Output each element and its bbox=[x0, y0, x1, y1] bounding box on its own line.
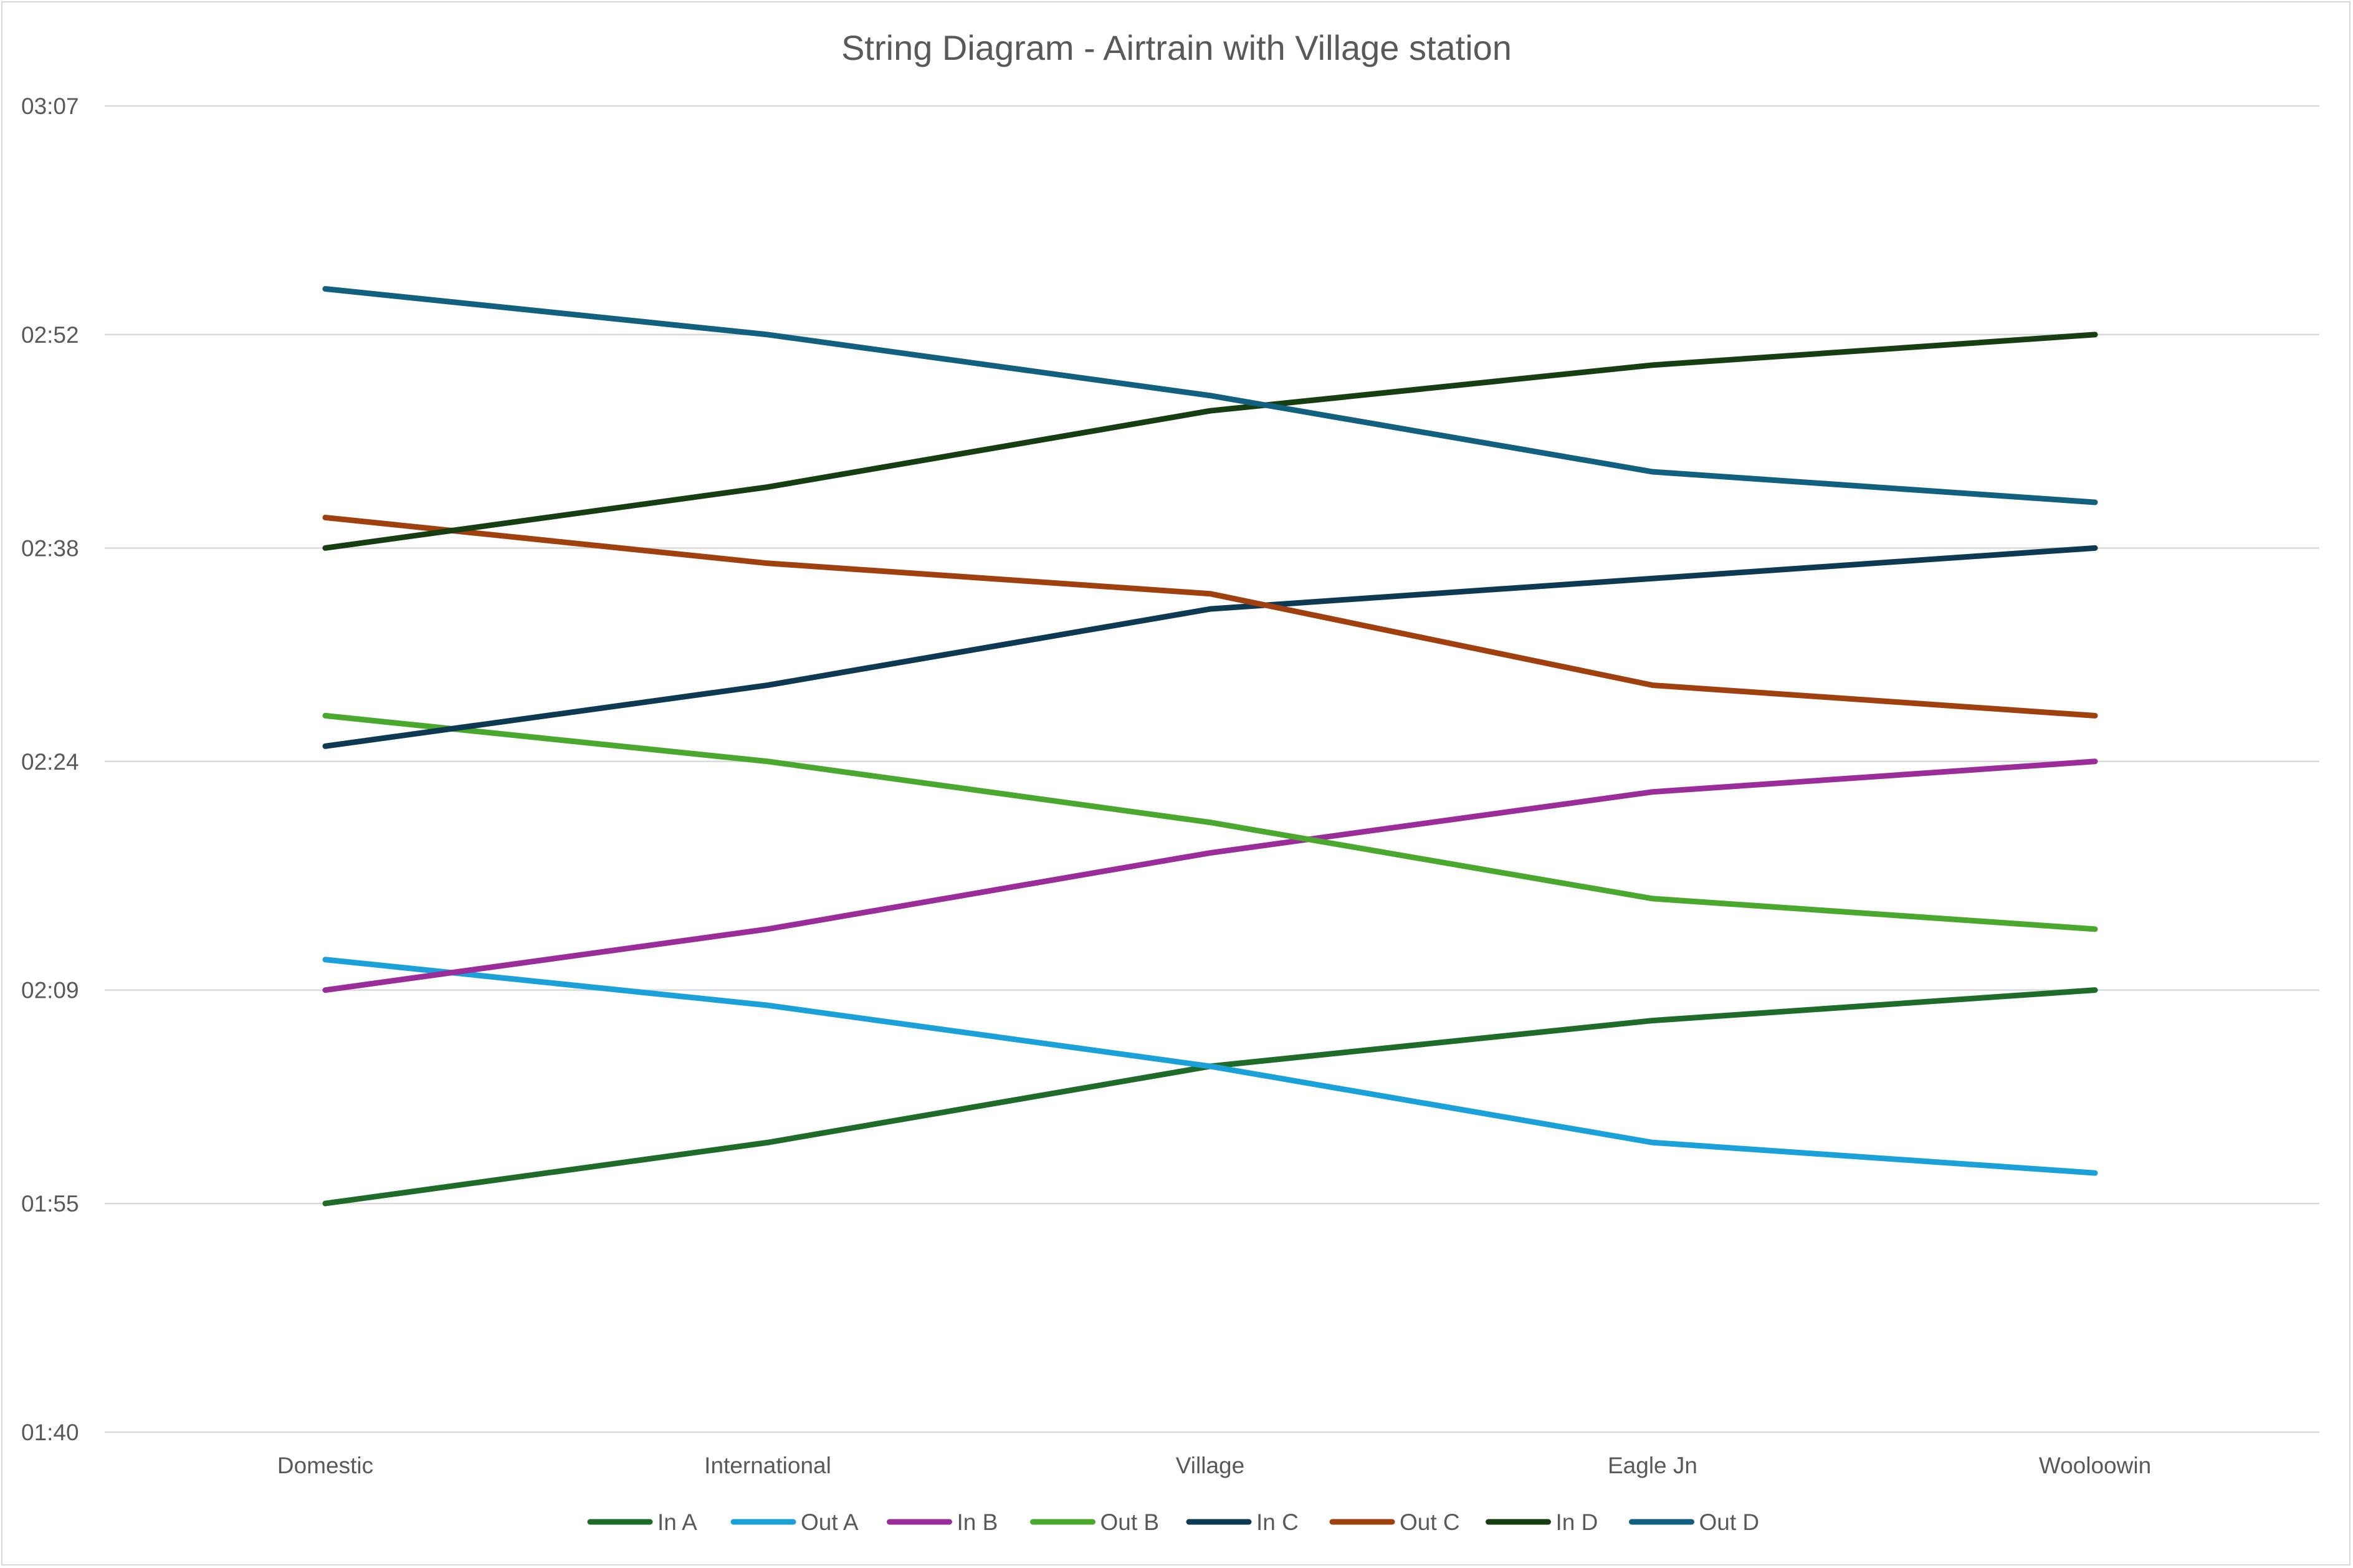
y-tick-label: 02:52 bbox=[21, 322, 79, 348]
y-tick-label: 02:09 bbox=[21, 978, 79, 1003]
legend-label: Out B bbox=[1100, 1509, 1160, 1535]
series-line-in-d bbox=[322, 332, 2098, 551]
y-axis-ticks: 01:40 01:55 02:09 02:24 02:38 02:52 03:07 bbox=[21, 93, 79, 1445]
x-tick-label: Eagle Jn bbox=[1608, 1453, 1697, 1478]
legend-label: In C bbox=[1256, 1509, 1299, 1535]
y-tick-label: 01:40 bbox=[21, 1420, 79, 1445]
legend-item: In B bbox=[887, 1509, 998, 1535]
x-tick-label: International bbox=[704, 1453, 831, 1478]
legend-item: In A bbox=[587, 1509, 697, 1535]
series-line-in-c bbox=[322, 545, 2098, 749]
series-line-out-b bbox=[322, 712, 2098, 932]
legend-label: Out C bbox=[1400, 1509, 1460, 1535]
y-tick-label: 03:07 bbox=[21, 93, 79, 119]
legend-item: Out A bbox=[730, 1509, 859, 1535]
chart-title: String Diagram - Airtrain with Village s… bbox=[841, 28, 1512, 67]
legend: In A Out A In B Out B In C Out C In D Out D bbox=[587, 1509, 1760, 1535]
x-tick-label: Wooloowin bbox=[2039, 1453, 2151, 1478]
legend-label: Out D bbox=[1699, 1509, 1760, 1535]
legend-label: In A bbox=[657, 1509, 697, 1535]
y-tick-label: 01:55 bbox=[21, 1191, 79, 1217]
y-tick-label: 02:24 bbox=[21, 749, 79, 775]
series-lines bbox=[322, 286, 2098, 1207]
legend-item: Out D bbox=[1629, 1509, 1760, 1535]
series-line-in-a bbox=[322, 987, 2098, 1207]
gridlines bbox=[105, 105, 2319, 1433]
x-tick-label: Domestic bbox=[277, 1453, 373, 1478]
x-tick-label: Village bbox=[1176, 1453, 1244, 1478]
series-line-out-a bbox=[322, 957, 2098, 1176]
legend-label: Out A bbox=[801, 1509, 859, 1535]
legend-item: In D bbox=[1486, 1509, 1598, 1535]
series-line-out-c bbox=[322, 514, 2098, 719]
legend-item: Out B bbox=[1030, 1509, 1160, 1535]
legend-label: In B bbox=[957, 1509, 998, 1535]
series-line-in-b bbox=[322, 758, 2098, 993]
series-line-out-d bbox=[322, 286, 2098, 505]
legend-item: In C bbox=[1186, 1509, 1299, 1535]
y-tick-label: 02:38 bbox=[21, 535, 79, 561]
legend-label: In D bbox=[1556, 1509, 1598, 1535]
x-axis-ticks: Domestic International Village Eagle Jn Wool… bbox=[277, 1453, 2151, 1478]
legend-item: Out C bbox=[1329, 1509, 1460, 1535]
